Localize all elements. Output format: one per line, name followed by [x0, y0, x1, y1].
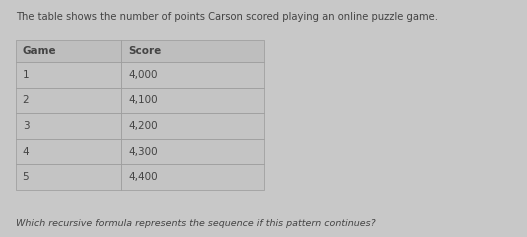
Text: 1: 1: [23, 70, 30, 80]
Text: 3: 3: [23, 121, 30, 131]
Bar: [121, 164, 264, 190]
Text: Score: Score: [128, 46, 161, 56]
Bar: [16, 139, 121, 164]
Bar: [16, 62, 121, 88]
Text: 2: 2: [23, 96, 30, 105]
Text: 4: 4: [23, 147, 30, 157]
Text: Game: Game: [23, 46, 56, 56]
Bar: [121, 62, 264, 88]
Text: Which recursive formula represents the sequence if this pattern continues?: Which recursive formula represents the s…: [16, 219, 375, 228]
Bar: [16, 113, 121, 139]
Bar: [16, 164, 121, 190]
Text: 4,400: 4,400: [128, 172, 158, 182]
Text: 4,100: 4,100: [128, 96, 158, 105]
Bar: [121, 40, 264, 62]
Bar: [121, 139, 264, 164]
Bar: [121, 88, 264, 113]
Text: 4,000: 4,000: [128, 70, 158, 80]
Text: 4,300: 4,300: [128, 147, 158, 157]
Bar: [16, 40, 121, 62]
Text: 5: 5: [23, 172, 30, 182]
Text: 4,200: 4,200: [128, 121, 158, 131]
Bar: [16, 88, 121, 113]
Bar: [121, 113, 264, 139]
Text: The table shows the number of points Carson scored playing an online puzzle game: The table shows the number of points Car…: [16, 12, 438, 22]
